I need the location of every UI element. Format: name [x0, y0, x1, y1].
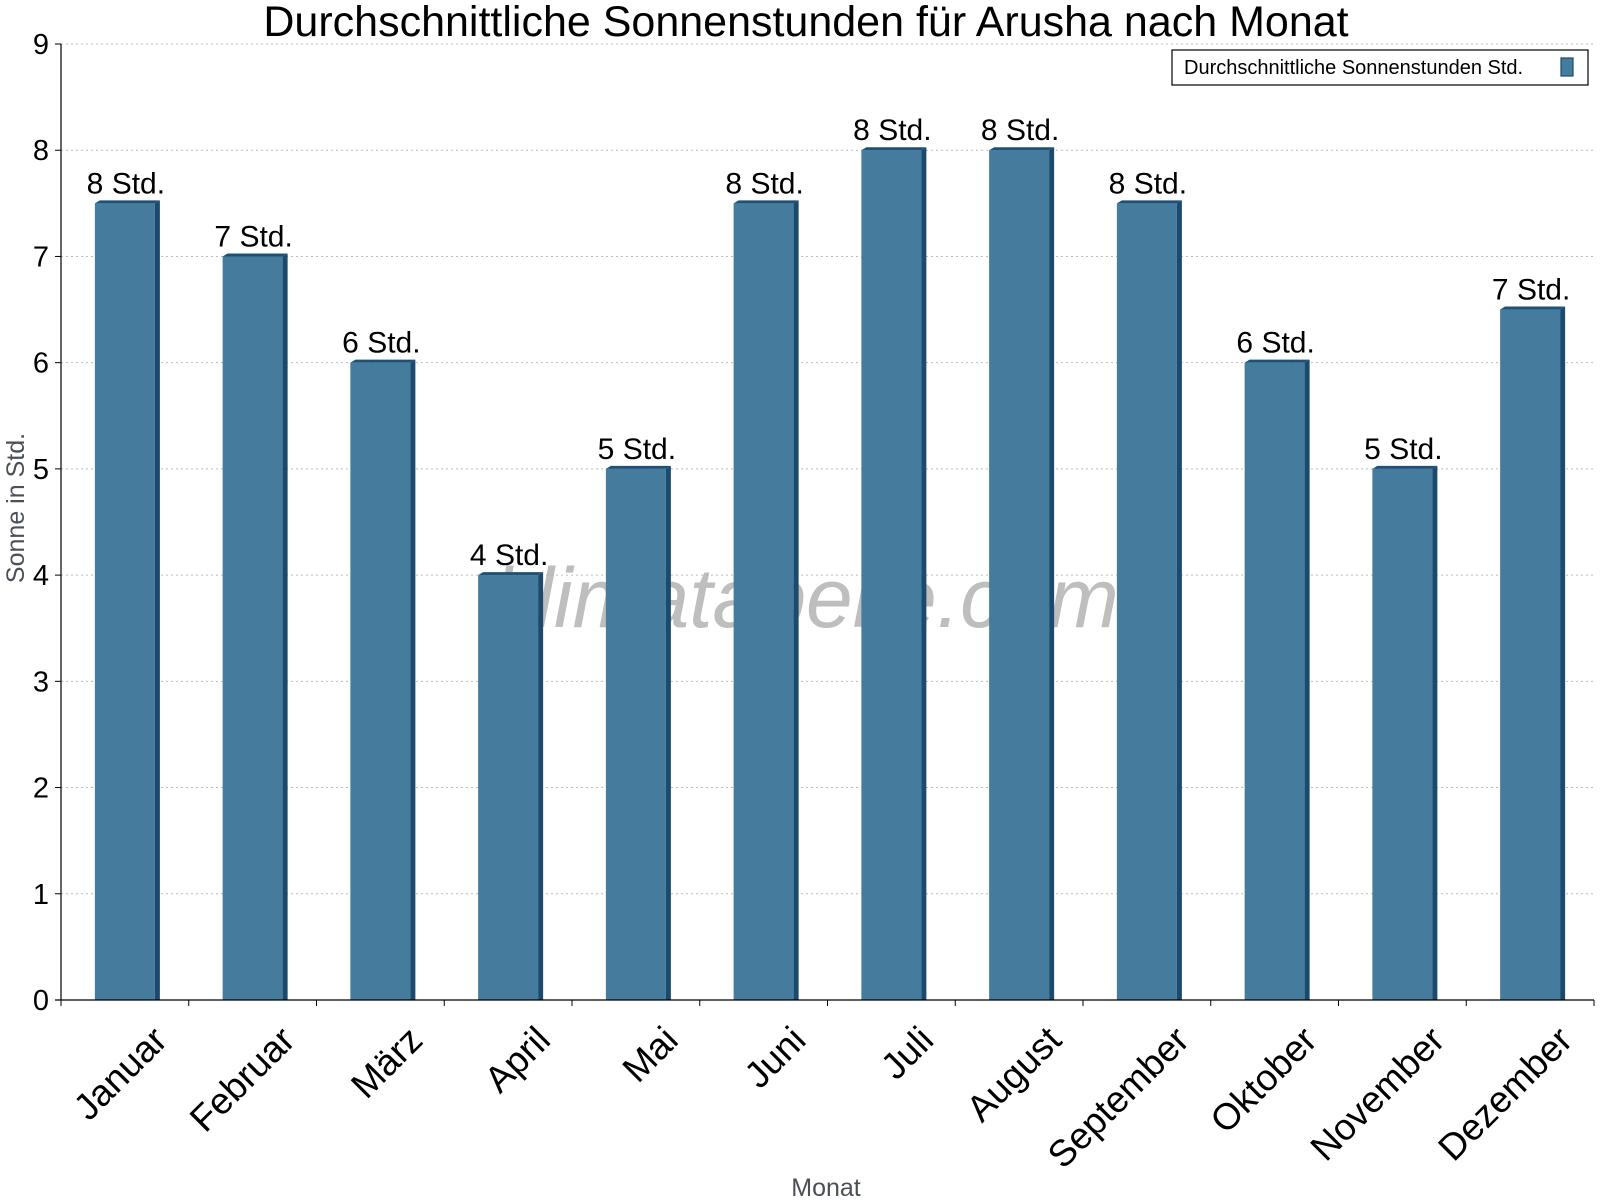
bar-top — [733, 200, 799, 204]
bar — [989, 147, 1055, 1000]
bar-side — [538, 572, 544, 1000]
x-tick-label: Februar — [182, 1019, 303, 1140]
bar-top — [350, 359, 416, 363]
data-labels: 8 Std. 7 Std. 6 Std. 4 Std. 5 Std. 8 Std. 8 St… — [87, 114, 1571, 572]
x-tick-label: Mai — [615, 1019, 686, 1090]
bar-face — [94, 203, 155, 1001]
bar-side — [665, 465, 671, 1000]
bar-face — [861, 150, 922, 1000]
bar-top — [861, 147, 927, 151]
bar-series — [94, 147, 1566, 1001]
bar — [733, 200, 799, 1001]
bar-side — [410, 359, 416, 1001]
y-tick-label: 6 — [33, 348, 49, 380]
bar — [605, 465, 671, 1000]
y-tick-label: 7 — [33, 241, 49, 273]
grid-lines — [61, 43, 1594, 895]
chart-title: Durchschnittliche Sonnenstunden für Arus… — [263, 0, 1348, 46]
bar — [1116, 200, 1182, 1001]
bar-face — [1372, 468, 1433, 1000]
bar-side — [921, 147, 927, 1000]
bar-top — [1244, 359, 1310, 363]
data-label: 5 Std. — [1364, 433, 1442, 466]
bar-side — [1560, 306, 1566, 1000]
bar — [861, 147, 927, 1000]
bar-face — [605, 468, 666, 1000]
y-axis-ticks: 0 1 2 3 4 5 6 7 8 9 — [33, 29, 61, 1017]
bar-side — [282, 253, 288, 1000]
data-label: 7 Std. — [214, 220, 292, 253]
bar-side — [154, 200, 160, 1001]
bar-top — [478, 572, 544, 576]
bar-face — [1116, 203, 1177, 1001]
bar-side — [1049, 147, 1055, 1000]
bar-top — [1500, 306, 1566, 310]
bar-face — [1500, 309, 1561, 1000]
x-tick-label: August — [959, 1018, 1070, 1129]
bar-top — [989, 147, 1055, 151]
bar-top — [222, 253, 288, 257]
bar-side — [793, 200, 799, 1001]
bar-top — [1372, 465, 1438, 469]
bar-side — [1176, 200, 1182, 1001]
y-tick-label: 3 — [33, 666, 49, 698]
x-tick-label: Juli — [873, 1019, 941, 1087]
bar-side — [1304, 359, 1310, 1001]
bar-side — [1432, 465, 1438, 1000]
bar-top — [1116, 200, 1182, 204]
y-axis-label: Sonne in Std. — [2, 433, 30, 583]
bar — [222, 253, 288, 1000]
y-tick-label: 0 — [33, 985, 49, 1017]
x-tick-label: November — [1303, 1019, 1453, 1169]
data-label: 8 Std. — [853, 114, 931, 147]
x-tick-label: Dezember — [1430, 1019, 1580, 1169]
data-label: 6 Std. — [342, 327, 420, 360]
y-tick-label: 5 — [33, 454, 49, 486]
legend-box — [1171, 49, 1589, 86]
legend: Durchschnittliche Sonnenstunden Std. — [1171, 49, 1589, 86]
legend-label: Durchschnittliche Sonnenstunden Std. — [1184, 57, 1523, 79]
bar-top — [605, 465, 671, 469]
x-tick-label: März — [343, 1019, 430, 1106]
x-tick-label: April — [477, 1019, 558, 1100]
bar — [1244, 359, 1310, 1001]
bar-face — [222, 256, 283, 1000]
bar-face — [733, 203, 794, 1001]
axes — [55, 44, 1594, 1001]
x-axis-label: Monat — [791, 1174, 861, 1200]
bar — [1372, 465, 1438, 1000]
data-label: 8 Std. — [981, 114, 1059, 147]
bar-face — [989, 150, 1050, 1000]
y-tick-label: 1 — [33, 879, 49, 911]
y-tick-label: 2 — [33, 773, 49, 805]
bar — [94, 200, 160, 1001]
bar — [478, 572, 544, 1000]
x-tick-label: Juni — [737, 1019, 814, 1096]
y-tick-label: 4 — [33, 560, 49, 592]
bar-face — [478, 575, 539, 1000]
data-label: 5 Std. — [598, 433, 676, 466]
data-label: 6 Std. — [1236, 327, 1314, 360]
y-tick-label: 8 — [33, 135, 49, 167]
x-tick-label: Januar — [66, 1019, 175, 1128]
data-label: 4 Std. — [470, 539, 548, 572]
x-axis-ticks: Januar Februar März April Mai Juni Juli AugustS… — [60, 1000, 1595, 1176]
data-label: 8 Std. — [725, 167, 803, 200]
legend-swatch — [1560, 57, 1574, 77]
data-label: 8 Std. — [1109, 167, 1187, 200]
y-tick-label: 9 — [33, 29, 49, 61]
bar-top — [94, 200, 160, 204]
data-label: 7 Std. — [1492, 274, 1570, 307]
bar-face — [350, 362, 411, 1001]
data-label: 8 Std. — [87, 167, 165, 200]
bar-face — [1244, 362, 1305, 1001]
x-tick-label: Oktober — [1202, 1019, 1324, 1141]
bar — [1500, 306, 1566, 1000]
bar — [350, 359, 416, 1001]
